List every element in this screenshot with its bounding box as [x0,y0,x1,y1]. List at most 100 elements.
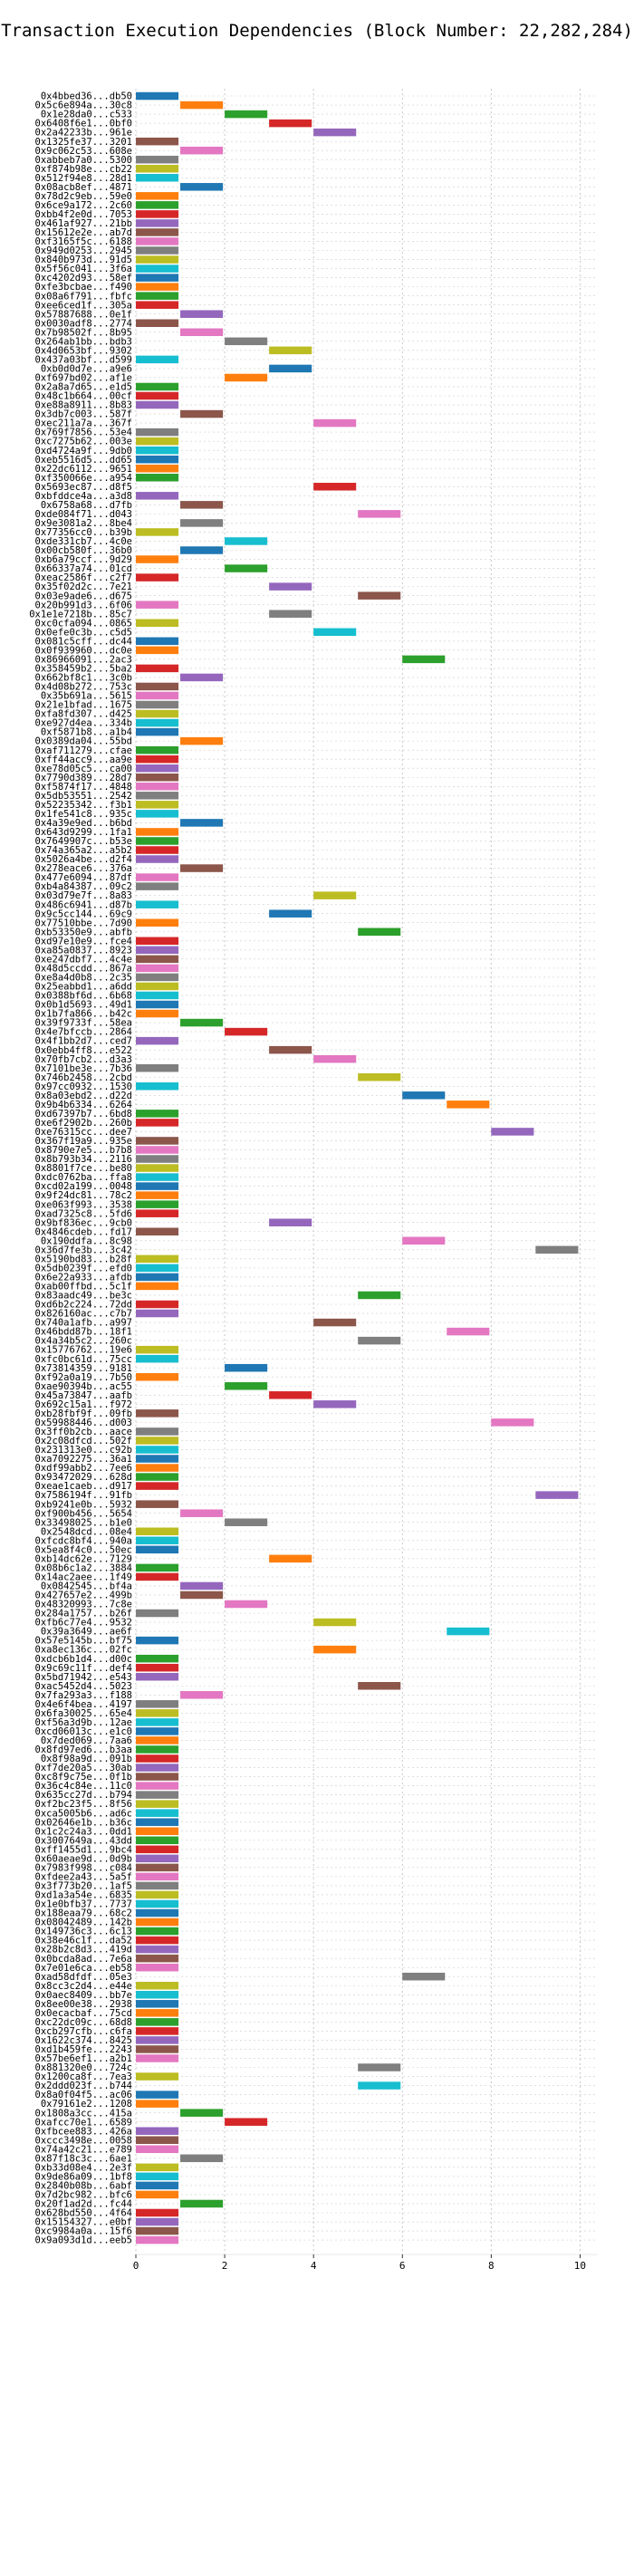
transaction-label: 0xfdee2a43...5a5f [35,1871,132,1882]
transaction-label: 0xaf711279...cfae [35,745,132,756]
execution-bar [136,528,179,536]
execution-bar [136,764,179,773]
execution-bar [136,301,179,309]
execution-bar [136,1254,179,1264]
execution-bar [136,91,179,101]
execution-bar [225,1382,268,1390]
execution-bar [136,201,179,209]
execution-bar [358,591,401,600]
execution-bar [136,292,179,300]
transaction-label: 0xbb4f2e0d...7053 [35,209,132,220]
transaction-label: 0x7d2bc982...bfc6 [35,2190,132,2201]
execution-bar [136,900,179,908]
transaction-label: 0x83aadc49...be3c [35,1291,132,1302]
execution-bar [180,2109,224,2117]
transaction-label: 0x9e3081a2...8be4 [35,518,132,529]
transaction-label: 0xf56a3d9b...12ae [35,1717,132,1728]
execution-bar [136,1908,179,1918]
transaction-rows: 0x4bbed36...db500x5c6e894a...30c80x1e28d… [29,91,579,2246]
execution-bar [136,1473,179,1481]
transaction-label: 0xf697bd02...af1e [35,373,132,384]
transaction-label: 0x9c69c11f...def4 [35,1663,132,1674]
execution-bar [225,1363,268,1372]
execution-bar [136,691,179,700]
execution-bar [136,2054,179,2062]
transaction-label: 0x0389da04...55bd [35,736,132,747]
execution-bar [136,846,179,854]
execution-bar [136,937,179,946]
execution-bar [136,1727,179,1735]
transaction-label: 0xabbeb7a0...5300 [35,155,132,166]
transaction-label: 0x4e7bfccb...2864 [35,1027,132,1038]
transaction-label: 0x78d2c9eb...59e0 [35,191,132,202]
execution-bar [358,1291,401,1300]
execution-bar [136,1009,179,1018]
execution-bar [225,1518,268,1526]
transaction-label: 0x03e9ade6...d675 [35,591,132,601]
execution-bar [136,1654,179,1663]
transaction-label: 0x77356cc0...b39b [35,527,132,538]
execution-bar [136,646,179,655]
transaction-label: 0x48d5ccdd...867a [35,963,132,974]
transaction-label: 0x8a03ebd2...d22d [35,1091,132,1101]
transaction-label: 0x22dc6112...9651 [35,464,132,475]
transaction-label: 0xe063f993...3538 [35,1199,132,1210]
transaction-label: 0x48320993...7c8e [35,1600,132,1610]
transaction-label: 0x278eace6...376a [35,863,132,874]
transaction-label: 0xc7275b62...003e [35,437,132,447]
transaction-label: 0xad58dfdf...05e3 [35,1972,132,1983]
transaction-label: 0x2840b08b...6abf [35,2181,132,2192]
execution-bar [402,1972,446,1981]
transaction-label: 0x1fe541c8...935c [35,809,132,820]
execution-bar [136,1936,179,1945]
execution-bar [136,1409,179,1418]
transaction-label: 0xac5452d4...5023 [35,1681,132,1692]
execution-bar [313,628,357,637]
transaction-label: 0xb4a84387...09c2 [35,881,132,892]
transaction-label: 0x6758a68...d7fb [41,500,132,511]
transaction-label: 0xb14dc62e...7129 [35,1553,132,1564]
transaction-label: 0x87f18c3c...6ae1 [35,2153,132,2164]
execution-bar [180,2154,224,2163]
transaction-label: 0xd6b2c224...72dd [35,1300,132,1311]
execution-bar [136,1354,179,1363]
execution-bar [225,564,268,572]
execution-bar [136,2009,179,2017]
execution-bar [136,727,179,736]
execution-bar [136,855,179,863]
transaction-label: 0x20b991d3...6f06 [35,600,132,610]
execution-bar [136,1945,179,1954]
execution-bar [136,1000,179,1009]
execution-bar [136,1845,179,1854]
transaction-label: 0x8b793b34...2116 [35,1154,132,1165]
execution-bar [136,1736,179,1745]
execution-bar [180,2199,224,2208]
transaction-label: 0x461af927...21bb [35,218,132,229]
execution-bar [180,328,224,337]
execution-bar [180,1691,224,1699]
transaction-label: 0x36c4c84e...11c0 [35,1781,132,1792]
transaction-label: 0x0ebb4ff8...e522 [35,1045,132,1056]
transaction-label: 0x74a365a2...a5b2 [35,845,132,856]
transaction-label: 0xb9241e0b...5932 [35,1499,132,1510]
transaction-label: 0x486c6941...d87b [35,899,132,910]
transaction-label: 0x57887688...0e1f [35,309,132,320]
execution-bar [136,1082,179,1091]
execution-bar [402,655,446,664]
transaction-label: 0xd97e10e9...fce4 [35,936,132,947]
transaction-label: 0x358459b2...5ba2 [35,663,132,674]
transaction-label: 0x477e6094...87df [35,872,132,883]
execution-bar [358,1072,401,1081]
transaction-label: 0xf5874f17...4848 [35,782,132,793]
transaction-label: 0xe8a4d0b8...2c35 [35,973,132,984]
transaction-label: 0x9c062c53...608e [35,146,132,157]
transaction-label: 0x57e5145b...bf75 [35,1636,132,1647]
execution-bar [136,1173,179,1181]
transaction-label: 0x9f24dc81...78c2 [35,1190,132,1201]
transaction-label: 0xd1a3a54e...6835 [35,1890,132,1901]
execution-bar [136,174,179,182]
execution-bar [269,1218,312,1226]
execution-bar [180,1018,224,1027]
execution-bar [136,709,179,718]
transaction-label: 0x5026a4be...d2f4 [35,854,132,865]
